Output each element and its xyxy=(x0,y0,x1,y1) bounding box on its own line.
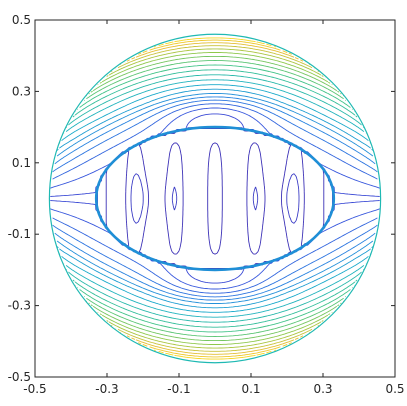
y-tick-label: 0.3 xyxy=(12,84,31,98)
contour-level xyxy=(59,84,371,313)
y-tick-label: -0.3 xyxy=(8,299,31,313)
contour-level xyxy=(119,42,311,355)
x-tick-label: -0.5 xyxy=(23,382,46,396)
y-tick-label: -0.1 xyxy=(8,227,31,241)
contour-level xyxy=(56,93,374,304)
y-tick-label: 0.1 xyxy=(12,156,31,170)
outer-circle-boundary xyxy=(48,33,382,364)
contour-level xyxy=(52,99,378,298)
contour-level xyxy=(54,96,376,301)
contour-level xyxy=(74,64,356,333)
x-tick-label: 0.5 xyxy=(385,382,404,396)
contour-level xyxy=(86,55,344,342)
contour-level xyxy=(142,37,288,360)
contour-level xyxy=(97,52,333,345)
contour-level xyxy=(65,74,365,323)
inner-ellipse-boundary xyxy=(94,125,336,272)
y-tick-label: 0.5 xyxy=(12,13,31,27)
contour-level xyxy=(110,45,320,352)
contour-lines xyxy=(48,33,382,364)
contour-level xyxy=(56,88,374,309)
contour-level xyxy=(52,103,378,294)
x-tick-label: -0.3 xyxy=(95,382,118,396)
x-tick-label: 0.1 xyxy=(241,382,260,396)
axes-box xyxy=(34,19,396,378)
contour-level xyxy=(63,79,367,318)
x-tick-label: 0.3 xyxy=(313,382,332,396)
contour-level xyxy=(138,39,292,358)
contour-level xyxy=(72,69,358,328)
x-tick-label: -0.1 xyxy=(167,382,190,396)
axis-ticks xyxy=(34,19,396,378)
y-tick-label: -0.5 xyxy=(8,370,31,384)
contour-level xyxy=(104,48,326,349)
contour-level xyxy=(83,60,347,337)
